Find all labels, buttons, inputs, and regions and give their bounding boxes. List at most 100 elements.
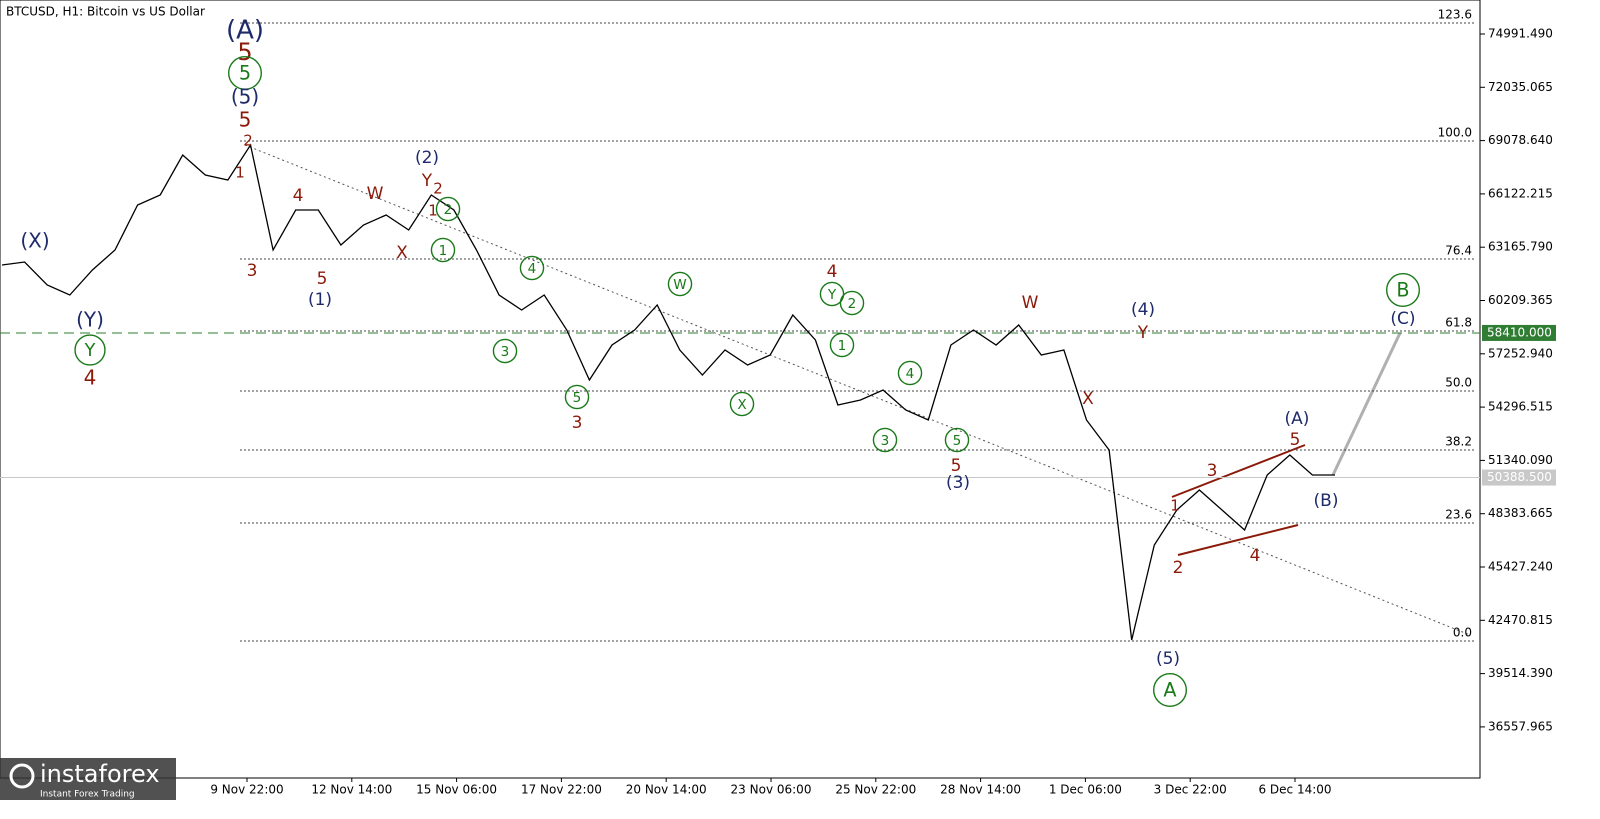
- y-tick-label: 39514.390: [1488, 666, 1553, 680]
- wave-label: 3: [247, 261, 258, 281]
- wave-label: (4): [1131, 300, 1155, 320]
- wave-label: 3: [1207, 461, 1218, 481]
- x-tick-label: 23 Nov 06:00: [731, 783, 812, 797]
- wave-label: B: [1396, 279, 1409, 302]
- watermark-logo: [9, 763, 35, 789]
- y-tick-label: 48383.665: [1488, 506, 1553, 520]
- x-tick-label: 15 Nov 06:00: [416, 783, 497, 797]
- fib-label: 38.2: [1445, 435, 1472, 449]
- wave-label: 5: [317, 269, 328, 289]
- wave-label: 2: [848, 296, 857, 312]
- wave-label: X: [396, 243, 408, 263]
- wave-label: 1: [1170, 497, 1180, 515]
- y-tick-label: 60209.365: [1488, 293, 1553, 307]
- x-tick-label: 9 Nov 22:00: [210, 783, 283, 797]
- wave-label: W: [367, 184, 384, 204]
- fib-label: 76.4: [1445, 244, 1472, 258]
- wave-label: (X): [20, 229, 49, 253]
- wave-label: 3: [881, 433, 890, 449]
- y-tick-label: 54296.515: [1488, 400, 1553, 414]
- wave-circle: [819, 281, 845, 307]
- fib-label: 0.0: [1453, 625, 1472, 639]
- y-tick-label: 45427.240: [1488, 560, 1553, 574]
- wave-label: 4: [827, 262, 838, 282]
- wave-label: 4: [1250, 546, 1261, 566]
- wave-circle: [829, 332, 855, 358]
- fib-label: 61.8: [1445, 316, 1472, 330]
- x-tick-label: 1 Dec 06:00: [1049, 783, 1122, 797]
- channel-line: [1171, 444, 1306, 498]
- chart-title: BTCUSD, H1: Bitcoin vs US Dollar: [6, 5, 205, 19]
- wave-circle: [492, 338, 518, 364]
- wave-label: X: [737, 397, 746, 413]
- wave-label: (5): [231, 85, 259, 109]
- wave-circle: [430, 237, 456, 263]
- y-tick-label: 57252.940: [1488, 346, 1553, 360]
- wave-circle: [435, 196, 461, 222]
- wave-label: 5: [239, 108, 252, 132]
- y-tick-label: 66122.215: [1488, 186, 1553, 200]
- y-tick-label: 74991.490: [1488, 26, 1553, 40]
- wave-label: 2: [1173, 558, 1184, 578]
- wave-label: 1: [428, 202, 438, 220]
- price-label: 58410.000: [1487, 325, 1552, 339]
- wave-label: 2: [433, 180, 443, 198]
- y-tick-label: 51340.090: [1488, 453, 1553, 467]
- wave-label: 4: [528, 261, 537, 277]
- wave-label: Y: [421, 171, 433, 191]
- wave-label: 4: [84, 366, 97, 390]
- wave-circle: [872, 427, 898, 453]
- wave-label: 4: [906, 366, 915, 382]
- wave-label: 5: [237, 38, 252, 66]
- x-tick-label: 3 Dec 22:00: [1154, 783, 1227, 797]
- watermark-brand: instaforex: [40, 760, 160, 788]
- wave-label: 5: [239, 62, 251, 85]
- x-tick-label: 12 Nov 14:00: [311, 783, 392, 797]
- wave-circle: [564, 384, 590, 410]
- wave-label: Y: [827, 287, 837, 303]
- plot-frame: [0, 0, 1481, 779]
- y-tick-label: 72035.065: [1488, 80, 1553, 94]
- wave-label: 5: [1290, 430, 1301, 450]
- wave-label: 1: [235, 164, 245, 182]
- wave-label: 3: [501, 344, 510, 360]
- projection-line: [1331, 332, 1402, 476]
- fib-label: 50.0: [1445, 376, 1472, 390]
- wave-label: 5: [951, 456, 962, 476]
- wave-label: 2: [444, 202, 453, 218]
- wave-label: (C): [1390, 309, 1415, 329]
- wave-label: 5: [953, 433, 962, 449]
- watermark-bg: [0, 758, 176, 800]
- wave-circle: [1152, 672, 1188, 708]
- wave-label: W: [673, 277, 686, 293]
- fib-label: 123.6: [1438, 8, 1472, 22]
- wave-label: 1: [439, 243, 448, 259]
- wave-label: 3: [572, 413, 583, 433]
- wave-circle: [519, 255, 545, 281]
- wave-label: (3): [946, 473, 970, 493]
- fib-label: 23.6: [1445, 507, 1472, 521]
- wave-label: (1): [308, 290, 332, 310]
- wave-label: (B): [1314, 491, 1339, 511]
- y-tick-label: 36557.965: [1488, 719, 1553, 733]
- channel-line: [1177, 524, 1299, 556]
- wave-label: (2): [415, 148, 439, 168]
- wave-circle: [897, 360, 923, 386]
- wave-label: 2: [243, 132, 253, 150]
- wave-circle: [667, 271, 693, 297]
- wave-label: (5): [1156, 649, 1180, 669]
- price-line-series: [1, 143, 1335, 641]
- wave-label: 1: [838, 338, 847, 354]
- x-tick-label: 25 Nov 22:00: [835, 783, 916, 797]
- y-tick-label: 63165.790: [1488, 240, 1553, 254]
- wave-label: (A): [1285, 409, 1310, 429]
- watermark: instaforex Instant Forex Trading: [0, 758, 176, 800]
- wave-label: W: [1022, 293, 1039, 313]
- x-tick-label: 6 Dec 14:00: [1258, 783, 1331, 797]
- wave-label: A: [1163, 679, 1176, 702]
- wave-circle: [839, 290, 865, 316]
- wave-circle: [944, 427, 970, 453]
- y-tick-label: 42470.815: [1488, 613, 1553, 627]
- wave-label: Y: [84, 341, 96, 361]
